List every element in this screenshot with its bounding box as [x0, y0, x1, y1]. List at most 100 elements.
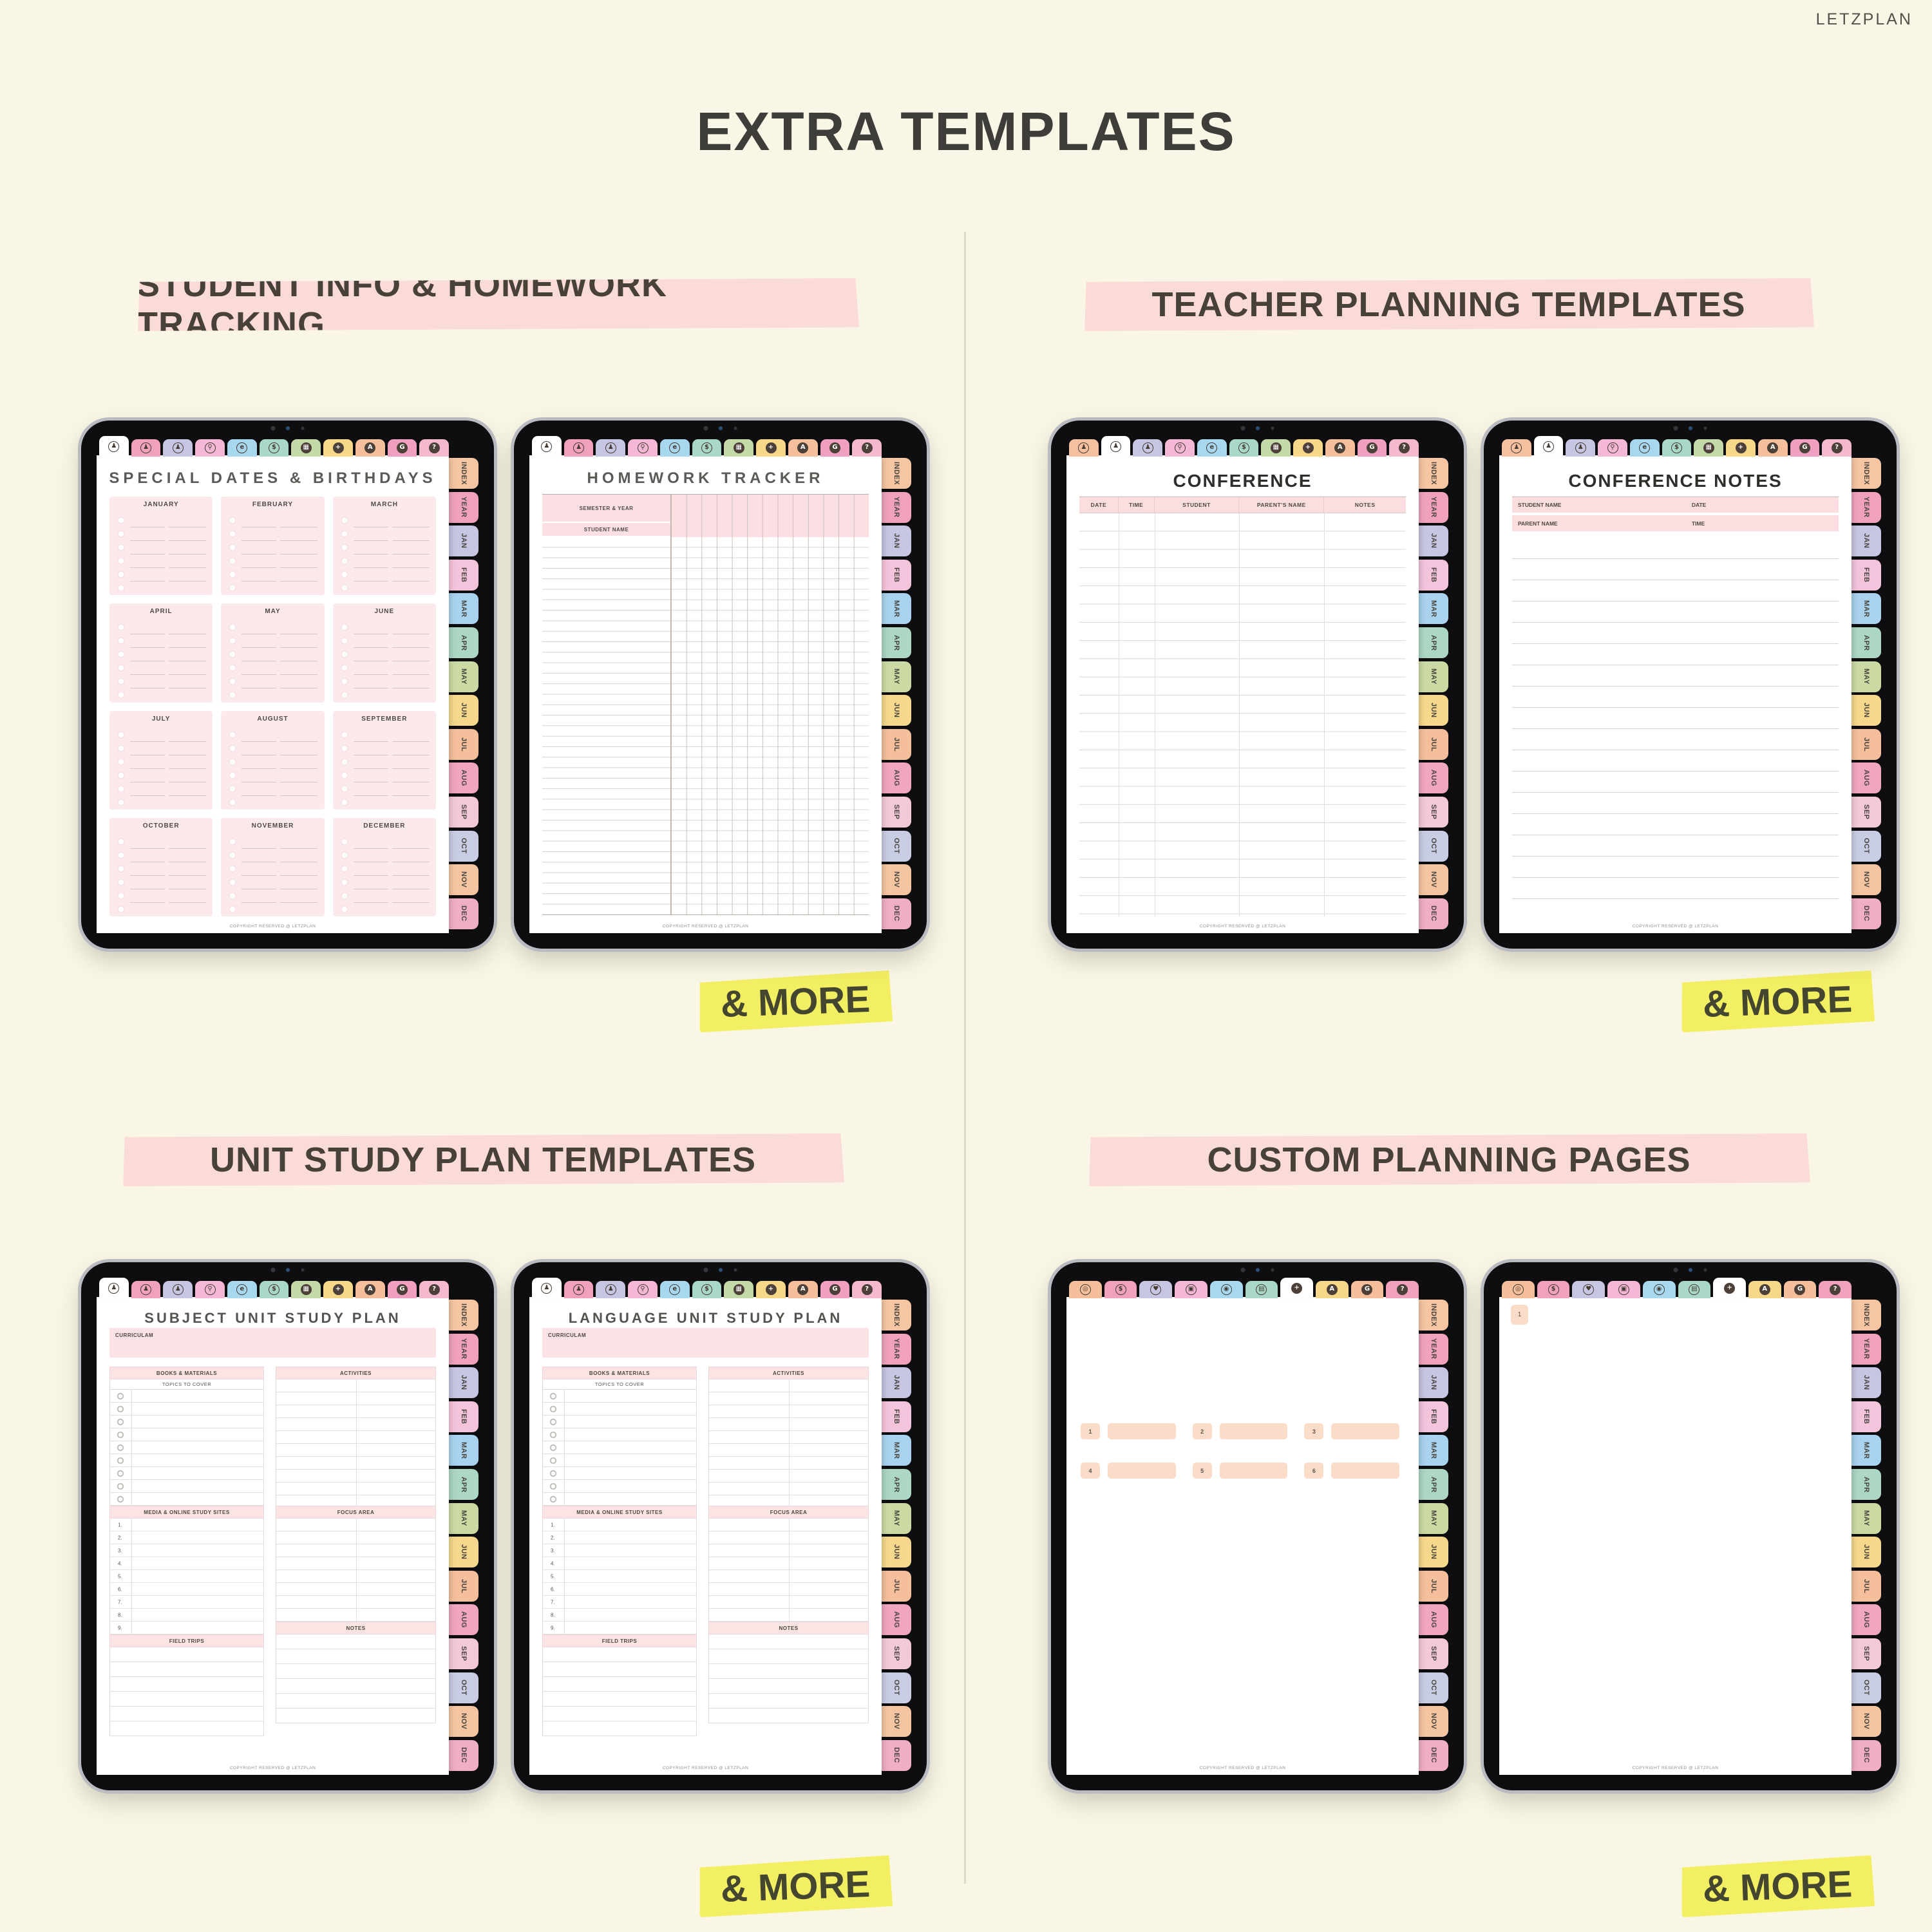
side-tab-nov[interactable]: NOV [449, 864, 478, 896]
side-tab-index[interactable]: INDEX [1419, 1300, 1448, 1331]
tab-target[interactable]: ◉ [1642, 1281, 1676, 1298]
tab-g[interactable]: G [820, 1281, 850, 1298]
side-tab-aug[interactable]: AUG [882, 1604, 911, 1636]
side-tab-mar[interactable]: MAR [882, 593, 911, 625]
side-tab-jan[interactable]: JAN [882, 1367, 911, 1399]
tab-teacher[interactable]: ♟ [163, 1281, 193, 1298]
custom-field[interactable]: 4 [1081, 1463, 1176, 1479]
tab-location[interactable]: ⚲ [195, 439, 225, 457]
tab-finance[interactable]: $ [259, 1281, 289, 1298]
field-input-bar[interactable] [1331, 1423, 1399, 1439]
tab-location[interactable]: ⚲ [628, 1281, 658, 1298]
tab-record[interactable]: ◎ [1069, 1281, 1102, 1298]
side-tab-aug[interactable]: AUG [1419, 762, 1448, 794]
side-tab-jul[interactable]: JUL [1419, 728, 1448, 760]
side-tab-apr[interactable]: APR [882, 627, 911, 658]
side-tab-may[interactable]: MAY [449, 661, 478, 692]
side-tab-jul[interactable]: JUL [882, 728, 911, 760]
side-tab-year[interactable]: YEAR [1852, 491, 1881, 523]
side-tab-feb[interactable]: FEB [1419, 1401, 1448, 1432]
tab-grades[interactable]: ▦ [724, 439, 754, 457]
side-tab-dec[interactable]: DEC [1419, 898, 1448, 929]
tab-location[interactable]: ⚲ [195, 1281, 225, 1298]
tab-teacher[interactable]: ♟ [596, 439, 626, 457]
tab-g[interactable]: G [1357, 439, 1387, 457]
side-tab-sep[interactable]: SEP [1852, 796, 1881, 828]
tab-g[interactable]: G [1790, 439, 1820, 457]
side-tab-jul[interactable]: JUL [449, 728, 478, 760]
tab-record[interactable]: ◎ [1502, 1281, 1535, 1298]
tab-a[interactable]: A [1315, 1281, 1349, 1298]
side-tab-year[interactable]: YEAR [1419, 1333, 1448, 1365]
tab-grades[interactable]: ▦ [1694, 439, 1724, 457]
side-tab-jun[interactable]: JUN [1419, 695, 1448, 726]
side-tab-year[interactable]: YEAR [449, 491, 478, 523]
tab-g[interactable]: G [1783, 1281, 1817, 1298]
tab-people[interactable]: ♟ [1101, 436, 1131, 457]
side-tab-sep[interactable]: SEP [882, 1638, 911, 1669]
side-tab-jan[interactable]: JAN [449, 526, 478, 557]
tab-teacher[interactable]: ♟ [163, 439, 193, 457]
side-tab-may[interactable]: MAY [882, 1502, 911, 1534]
side-tab-oct[interactable]: OCT [1419, 830, 1448, 862]
side-tab-may[interactable]: MAY [1419, 661, 1448, 692]
tab-teacher[interactable]: ♟ [1133, 439, 1163, 457]
tab-help[interactable]: ? [1822, 439, 1852, 457]
tab-notes[interactable]: ▤ [1678, 1281, 1711, 1298]
field-input-bar[interactable] [1108, 1463, 1176, 1479]
tab-a[interactable]: A [1748, 1281, 1781, 1298]
side-tab-feb[interactable]: FEB [1419, 559, 1448, 591]
side-tab-jan[interactable]: JAN [1852, 1367, 1881, 1399]
field-input-bar[interactable] [1331, 1463, 1399, 1479]
tab-help[interactable]: ? [419, 439, 450, 457]
tab-web[interactable]: e [227, 1281, 257, 1298]
side-tab-may[interactable]: MAY [449, 1502, 478, 1534]
side-tab-may[interactable]: MAY [1852, 1502, 1881, 1534]
side-tab-dec[interactable]: DEC [1419, 1739, 1448, 1771]
tab-add[interactable]: + [1280, 1278, 1313, 1298]
tab-student[interactable]: ♟ [532, 1278, 562, 1298]
tab-grades[interactable]: ▦ [724, 1281, 754, 1298]
side-tab-apr[interactable]: APR [449, 1468, 478, 1500]
field-input-bar[interactable] [1219, 1423, 1288, 1439]
side-tab-apr[interactable]: APR [1419, 1468, 1448, 1500]
tab-add[interactable]: + [1713, 1278, 1746, 1298]
tab-finance[interactable]: $ [692, 439, 722, 457]
tab-people[interactable]: ♟ [131, 439, 161, 457]
tab-a[interactable]: A [355, 1281, 385, 1298]
tab-student[interactable]: ♟ [99, 436, 129, 457]
tab-a[interactable]: A [788, 1281, 818, 1298]
side-tab-apr[interactable]: APR [449, 627, 478, 658]
side-tab-oct[interactable]: OCT [449, 830, 478, 862]
side-tab-nov[interactable]: NOV [449, 1706, 478, 1738]
tab-student[interactable]: ♟ [99, 1278, 129, 1298]
side-tab-jun[interactable]: JUN [882, 1537, 911, 1568]
custom-field[interactable]: 2 [1192, 1423, 1288, 1439]
side-tab-jan[interactable]: JAN [449, 1367, 478, 1399]
side-tab-feb[interactable]: FEB [449, 1401, 478, 1432]
side-tab-oct[interactable]: OCT [1419, 1672, 1448, 1703]
tab-notes[interactable]: ▤ [1245, 1281, 1278, 1298]
tab-web[interactable]: e [227, 439, 257, 457]
side-tab-oct[interactable]: OCT [882, 830, 911, 862]
tab-g[interactable]: G [387, 1281, 417, 1298]
side-tab-sep[interactable]: SEP [1419, 796, 1448, 828]
tab-g[interactable]: G [387, 439, 417, 457]
side-tab-feb[interactable]: FEB [1852, 559, 1881, 591]
side-tab-aug[interactable]: AUG [449, 1604, 478, 1636]
side-tab-jan[interactable]: JAN [1419, 1367, 1448, 1399]
side-tab-year[interactable]: YEAR [882, 1333, 911, 1365]
side-tab-jul[interactable]: JUL [1852, 1570, 1881, 1602]
tab-web[interactable]: e [659, 1281, 690, 1298]
tab-a[interactable]: A [1757, 439, 1788, 457]
tab-help[interactable]: ? [852, 439, 882, 457]
side-tab-may[interactable]: MAY [1852, 661, 1881, 692]
tab-add[interactable]: + [323, 1281, 353, 1298]
tab-add[interactable]: + [756, 1281, 786, 1298]
side-tab-aug[interactable]: AUG [1852, 1604, 1881, 1636]
tab-favorites[interactable]: ♥ [1572, 1281, 1605, 1298]
tab-add[interactable]: + [323, 439, 353, 457]
tab-add[interactable]: + [1726, 439, 1756, 457]
tab-teacher[interactable]: ♟ [596, 1281, 626, 1298]
side-tab-oct[interactable]: OCT [1852, 830, 1881, 862]
